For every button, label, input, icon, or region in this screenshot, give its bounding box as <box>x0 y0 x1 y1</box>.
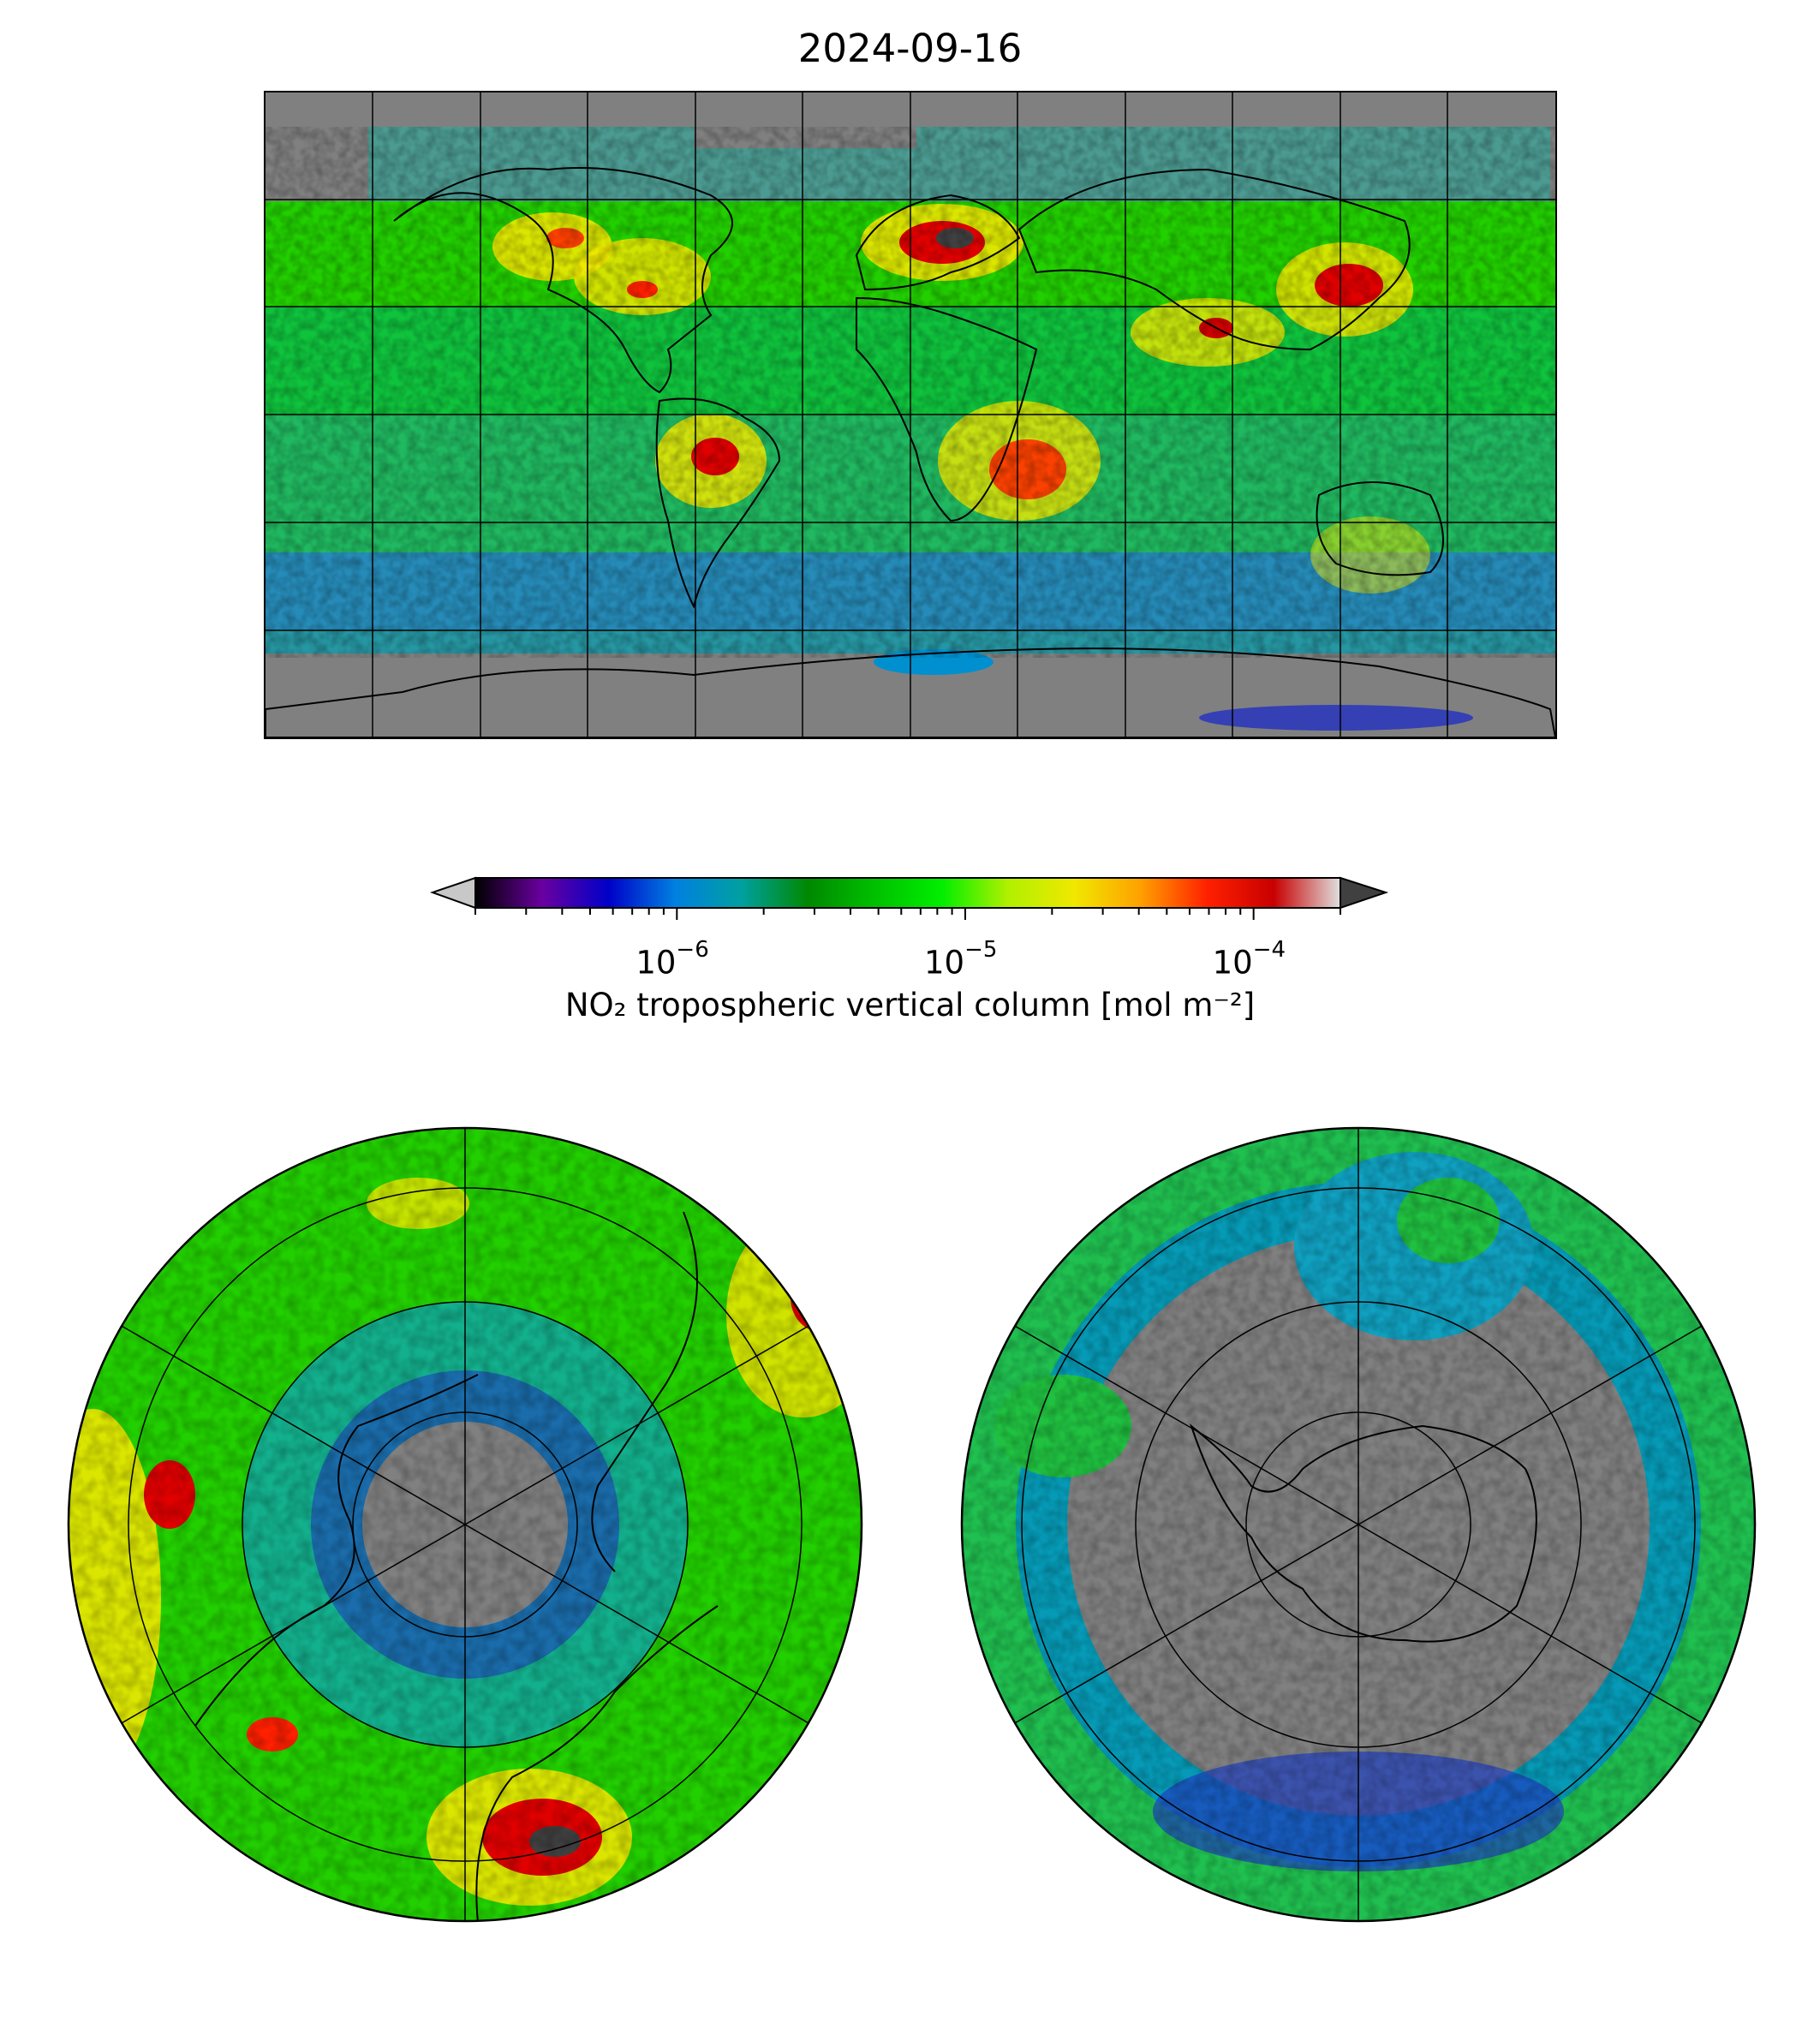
colorbar: 10−6 10−5 10−4 <box>428 874 1396 1045</box>
gridlines <box>266 92 1555 737</box>
south-gridlines <box>1012 1128 1704 1921</box>
map-date-title: 2024-09-16 <box>797 26 1023 71</box>
colorbar-tick-label: 10−4 <box>1212 937 1286 982</box>
colorbar-label: NO₂ tropospheric vertical column [mol m⁻… <box>564 987 1256 1023</box>
colorbar-graphic <box>429 876 1389 920</box>
south-coastlines <box>1189 1423 1537 1643</box>
colorbar-tick-label: 10−5 <box>923 937 998 982</box>
north-polar-map <box>67 1126 863 1923</box>
south-polar-map-panel <box>960 1126 1757 1923</box>
north-map-border <box>67 1126 863 1923</box>
north-gridlines <box>119 1128 811 1921</box>
coastlines <box>266 167 1555 737</box>
north-coastlines <box>194 1211 719 1921</box>
ross-sea-signal <box>1199 705 1473 731</box>
global-map <box>266 92 1555 737</box>
global-map-panel <box>264 91 1557 739</box>
colorbar-ticks <box>474 908 1341 920</box>
colorbar-over-arrow <box>1340 876 1389 910</box>
colorbar-gradient <box>474 877 1341 909</box>
south-map-border <box>960 1126 1757 1923</box>
colorbar-tick-label: 10−6 <box>636 937 709 982</box>
north-polar-map-panel <box>67 1126 863 1923</box>
colorbar-under-arrow <box>429 876 476 910</box>
south-polar-map <box>960 1126 1757 1923</box>
